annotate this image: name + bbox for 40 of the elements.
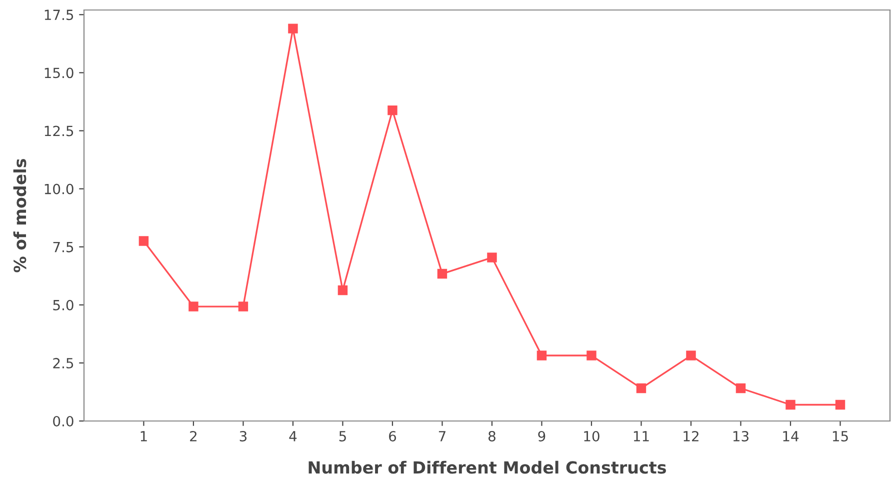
x-tick-label: 6: [389, 430, 396, 442]
point: [736, 383, 746, 394]
x-tick-label: 9: [538, 430, 546, 442]
x-tick-label: 5: [339, 431, 346, 442]
y-tick-label: 0.0: [53, 416, 74, 426]
point: [188, 302, 198, 312]
point: [686, 350, 696, 360]
x-tick-label: 12: [684, 430, 698, 442]
point: [437, 268, 448, 279]
x-tick-label: 13: [733, 430, 748, 442]
point: [586, 350, 596, 360]
y-tick-label: 10.0: [44, 184, 74, 194]
point: [138, 236, 149, 246]
x-tick-label: 3: [240, 430, 247, 442]
x-tick-label: 10: [584, 430, 600, 442]
y-tick-label: 15.0: [44, 68, 74, 78]
point: [636, 383, 646, 394]
point: [288, 24, 298, 34]
x-tick-label: 2: [190, 430, 196, 442]
point: [786, 400, 796, 410]
y-tick-label: 7.5: [53, 242, 74, 252]
x-tick-label: 8: [488, 430, 496, 442]
point: [238, 302, 248, 312]
x-axis-title: Number of Different Model Constructs: [308, 460, 666, 474]
x-tick-label: 11: [634, 431, 649, 442]
point: [536, 350, 547, 360]
x-tick-label: 7: [438, 431, 446, 442]
x-tick-label: 4: [289, 431, 297, 442]
y-tick-label: 12.5: [44, 126, 74, 136]
point: [388, 105, 398, 116]
y-tick-label: 2.5: [53, 358, 74, 368]
y-tick-label: 5.0: [53, 300, 74, 310]
y-axis-title: % of models: [13, 158, 26, 272]
point: [487, 252, 497, 262]
x-tick-label: 1: [140, 431, 147, 442]
x-tick-label: 14: [783, 431, 799, 442]
y-tick-label: 17.5: [44, 10, 74, 20]
point: [835, 400, 846, 410]
x-tick-label: 15: [832, 431, 848, 442]
point: [338, 285, 348, 296]
